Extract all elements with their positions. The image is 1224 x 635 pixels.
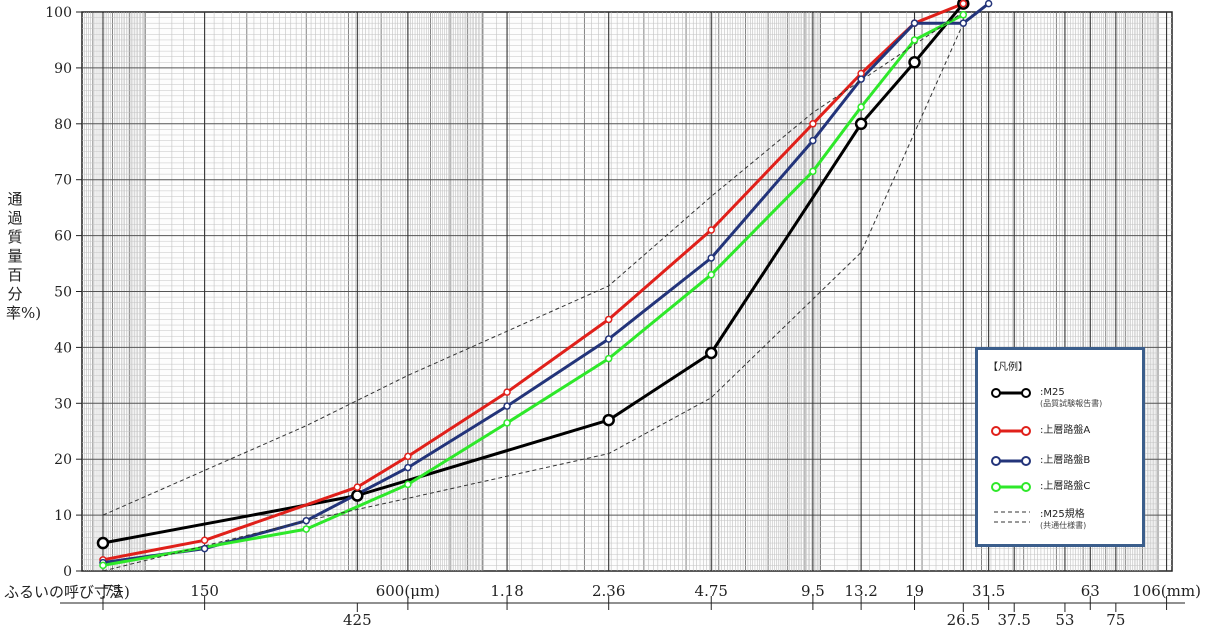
series-point-2-9	[910, 19, 919, 27]
series-point-2-3	[404, 463, 412, 472]
series-point-1-5	[604, 315, 613, 324]
y-tick-label-7: 70	[54, 173, 72, 189]
legend-swatch	[991, 456, 1031, 466]
legend-label: :上層路盤B	[1040, 455, 1091, 466]
series-point-2-1	[200, 544, 209, 553]
x-tick-label-top-10: 63	[1081, 582, 1100, 600]
series-point-2-11	[984, 0, 993, 8]
x-tick-label-top-7: 13.2	[844, 582, 877, 600]
legend-swatch-marker	[991, 482, 1001, 492]
series-point-3-3	[503, 419, 511, 427]
series-point-2-10	[959, 19, 968, 27]
legend-swatch-marker	[1021, 388, 1031, 398]
x-tick-label-bottom-4: 75	[1106, 611, 1125, 629]
series-point-3-7	[857, 103, 865, 111]
y-tick-label-8: 80	[54, 117, 72, 133]
series-point-1-2	[353, 483, 362, 491]
legend-row: :M25 (品質試験報告書)	[986, 386, 1142, 410]
x-tick-label-top-11: 106(mm)	[1132, 582, 1201, 600]
series-point-0-3	[704, 346, 718, 360]
series-point-1-4	[503, 388, 511, 396]
legend-swatch	[991, 482, 1031, 492]
x-tick-label-bottom-2: 37.5	[998, 611, 1031, 629]
legend-swatch-marker	[1021, 482, 1031, 492]
series-point-2-2	[302, 516, 311, 525]
legend-label: :上層路盤C	[1040, 481, 1091, 492]
series-point-3-9	[959, 11, 968, 19]
series-point-1-7	[809, 120, 817, 128]
x-tick-label-top-1: 150	[190, 582, 219, 600]
legend-title: 【凡例】	[988, 362, 1028, 373]
series-point-0-2	[602, 413, 615, 427]
y-tick-label-5: 50	[54, 285, 72, 301]
series-point-3-1	[302, 525, 311, 533]
x-tick-label-top-0: 75	[103, 582, 122, 600]
y-tick-label-6: 60	[54, 229, 72, 245]
legend-label: :M25 (品質試験報告書)	[1040, 387, 1103, 408]
x-tick-label-bottom-3: 53	[1055, 611, 1074, 629]
x-tick-label-top-8: 19	[905, 582, 924, 600]
series-point-0-0	[96, 536, 110, 550]
series-point-2-6	[707, 254, 715, 262]
y-tick-label-9: 90	[54, 61, 72, 77]
legend-label: :上層路盤A	[1040, 425, 1091, 436]
x-tick-label-top-5: 4.75	[695, 582, 728, 600]
legend-swatch	[991, 426, 1031, 436]
legend-swatch-marker	[1021, 456, 1031, 466]
legend-swatch	[994, 511, 1030, 523]
legend-swatch-marker	[991, 456, 1001, 466]
series-point-1-6	[707, 226, 715, 234]
series-line-3	[102, 13, 964, 567]
legend-label: :M25規格 (共通仕様書)	[1040, 509, 1087, 530]
series-layer	[96, 0, 993, 572]
y-tick-label-4: 40	[54, 340, 72, 356]
axis-layer	[60, 11, 1185, 612]
y-tick-label-1: 10	[54, 508, 72, 524]
x-axis-prefix: ふるいの呼び寸法)	[4, 583, 130, 601]
x-tick-label-top-9: 31.5	[972, 582, 1005, 600]
legend-row: :上層路盤C	[986, 480, 1142, 504]
y-tick-label-2: 20	[54, 452, 72, 468]
y-tick-label-10: 100	[45, 5, 72, 21]
legend-swatch-marker	[1021, 426, 1031, 436]
x-tick-label-bottom-1: 26.5	[947, 611, 980, 629]
legend-swatch-marker	[991, 426, 1001, 436]
x-tick-label-top-4: 2.36	[592, 582, 625, 600]
series-point-2-8	[857, 75, 865, 83]
x-tick-label-top-6: 9.5	[801, 582, 825, 600]
series-point-3-6	[809, 167, 817, 176]
y-tick-label-3: 30	[54, 396, 72, 412]
series-point-1-1	[200, 536, 209, 545]
y-tick-label-0: 0	[63, 564, 72, 580]
series-line-4	[102, 11, 964, 516]
series-point-0-5	[908, 56, 921, 69]
series-point-3-4	[604, 354, 613, 363]
series-point-2-5	[604, 335, 613, 343]
series-point-2-4	[503, 402, 511, 410]
legend-sublabel: (共通仕様書)	[1040, 521, 1087, 530]
series-point-2-7	[809, 136, 817, 145]
series-point-1-3	[404, 452, 412, 461]
legend-swatch	[991, 388, 1031, 398]
legend-row: :上層路盤A	[986, 424, 1142, 448]
series-point-0-4	[854, 117, 868, 131]
legend-row: :M25規格 (共通仕様書)	[986, 508, 1142, 532]
legend-box: 【凡例】 :M25 (品質試験報告書) :上層路盤A :上層路盤B :上層路盤C :M25…	[975, 347, 1145, 547]
legend-row: :上層路盤B	[986, 454, 1142, 478]
y-axis-label: 通過質量百分率%)	[6, 190, 42, 322]
x-tick-label-bottom-0: 425	[343, 611, 372, 629]
series-point-3-0	[99, 561, 107, 570]
legend-sublabel: (品質試験報告書)	[1040, 399, 1103, 408]
series-point-3-2	[404, 480, 412, 489]
x-tick-label-top-2: 600(μm)	[376, 582, 440, 600]
series-line-5	[102, 22, 964, 572]
series-point-1-10	[959, 0, 968, 8]
x-tick-label-top-3: 1.18	[490, 582, 523, 600]
series-point-0-1	[351, 489, 364, 502]
series-point-3-5	[707, 270, 715, 279]
series-point-3-8	[910, 36, 919, 44]
legend-swatch-marker	[991, 388, 1001, 398]
